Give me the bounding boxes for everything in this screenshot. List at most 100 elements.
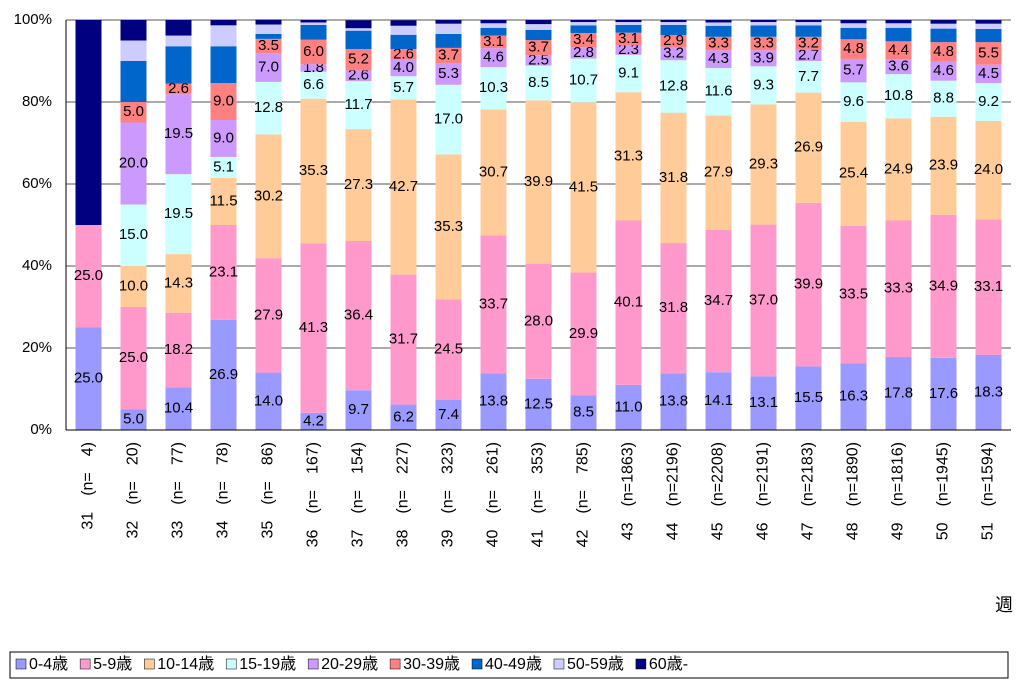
data-label: 2.5 <box>528 51 549 68</box>
data-label: 31.7 <box>389 331 418 348</box>
bar-segment <box>435 399 462 430</box>
data-label: 31.3 <box>614 147 643 164</box>
bar-segment <box>975 354 1002 430</box>
data-label: 34.9 <box>929 277 958 294</box>
data-label: 8.5 <box>573 404 594 421</box>
bar-segment <box>165 387 192 430</box>
data-label: 9.3 <box>753 76 774 93</box>
legend-label: 50-59歳 <box>567 655 624 673</box>
bar-segment <box>525 100 552 264</box>
bar-segment <box>885 23 912 28</box>
bar-segment <box>165 94 192 175</box>
bar-segment <box>300 64 327 72</box>
bar-segment <box>255 33 282 39</box>
data-label: 3.2 <box>663 45 684 62</box>
bar-segment <box>255 134 282 259</box>
x-tick-label: 37 (n= 154) <box>350 442 367 547</box>
data-label: 37.0 <box>749 291 778 308</box>
data-label: 3.3 <box>753 35 774 52</box>
bar-segment <box>660 243 687 374</box>
bar-segment <box>435 33 462 48</box>
data-label: 4.3 <box>708 50 729 67</box>
bar-segment <box>795 49 822 61</box>
data-label: 2.7 <box>798 46 819 63</box>
bar-segment <box>300 20 327 23</box>
data-label: 8.8 <box>933 90 954 107</box>
data-label: 4.6 <box>933 62 954 79</box>
data-label: 7.7 <box>798 68 819 85</box>
bar-segment <box>885 357 912 430</box>
data-label: 5.5 <box>978 44 999 61</box>
data-label: 7.0 <box>258 59 279 76</box>
bar-segment <box>210 25 237 47</box>
data-label: 6.2 <box>393 408 414 425</box>
bar-segment <box>705 22 732 26</box>
bar-segment <box>705 115 732 230</box>
data-label: 34.7 <box>704 292 733 309</box>
bar-segment <box>210 156 237 178</box>
y-tick-label: 0% <box>30 421 52 438</box>
data-label: 24.5 <box>434 340 463 357</box>
bar-segment <box>660 47 687 61</box>
bar-segment <box>390 25 417 35</box>
bar-segment <box>705 372 732 430</box>
legend-swatch <box>307 658 319 670</box>
data-label: 4.6 <box>483 49 504 66</box>
data-label: 5.0 <box>123 103 144 120</box>
data-label: 25.0 <box>74 370 103 387</box>
bar-segment <box>975 64 1002 84</box>
bar-segment <box>975 20 1002 24</box>
x-tick-label: 32 (n= 20) <box>125 442 142 539</box>
bar-segment <box>345 240 372 391</box>
data-label: 9.1 <box>618 64 639 81</box>
x-tick-label: 46 (n=2191) <box>755 442 772 540</box>
bar-segment <box>975 29 1002 43</box>
bar-segment <box>345 81 372 130</box>
data-label: 16.3 <box>839 388 868 405</box>
bar-segment <box>480 27 507 36</box>
data-label: 3.7 <box>528 39 549 56</box>
bar-segment <box>930 20 957 24</box>
x-tick-label: 40 (n= 261) <box>485 442 502 547</box>
bar-segment <box>930 214 957 358</box>
data-label: 11.0 <box>614 398 642 415</box>
bar-segment <box>885 20 912 24</box>
data-label: 33.5 <box>839 285 868 302</box>
data-label: 3.3 <box>708 35 729 52</box>
bar-segment <box>300 71 327 99</box>
bar-segment <box>390 49 417 60</box>
bar-segment <box>750 25 777 37</box>
bar-segment <box>390 76 417 100</box>
data-label: 14.1 <box>704 392 733 409</box>
data-label: 30.2 <box>254 187 283 204</box>
data-label: 13.8 <box>659 393 688 410</box>
data-label: 25.0 <box>119 349 148 366</box>
bar-segment <box>840 82 867 122</box>
data-label: 28.0 <box>524 312 553 329</box>
bar-segment <box>885 220 912 358</box>
bar-segment <box>795 92 822 203</box>
bar-segment <box>930 357 957 430</box>
data-label: 3.7 <box>438 46 459 63</box>
bar-segment <box>615 45 642 55</box>
x-tick-label: 49 (n=1816) <box>890 442 907 540</box>
bar-segment <box>75 225 102 328</box>
bar-segment <box>480 35 507 49</box>
data-label: 9.0 <box>213 129 234 146</box>
bar-segment <box>570 102 597 273</box>
data-label: 4.8 <box>933 43 954 60</box>
x-tick-label: 48 (n=1890) <box>845 442 862 540</box>
bar-segment <box>705 20 732 23</box>
bar-segment <box>885 27 912 42</box>
data-label: 3.6 <box>888 58 909 75</box>
bar-segment <box>840 363 867 430</box>
data-label: 26.9 <box>794 139 823 156</box>
data-label: 35.3 <box>299 162 328 179</box>
bar-segment <box>390 404 417 430</box>
bar-segment <box>840 23 867 28</box>
bar-segment <box>435 299 462 400</box>
legend-label: 10-14歳 <box>157 655 214 673</box>
bar-segment <box>840 39 867 59</box>
bar-segment <box>120 20 147 41</box>
bar-segment <box>75 327 102 430</box>
